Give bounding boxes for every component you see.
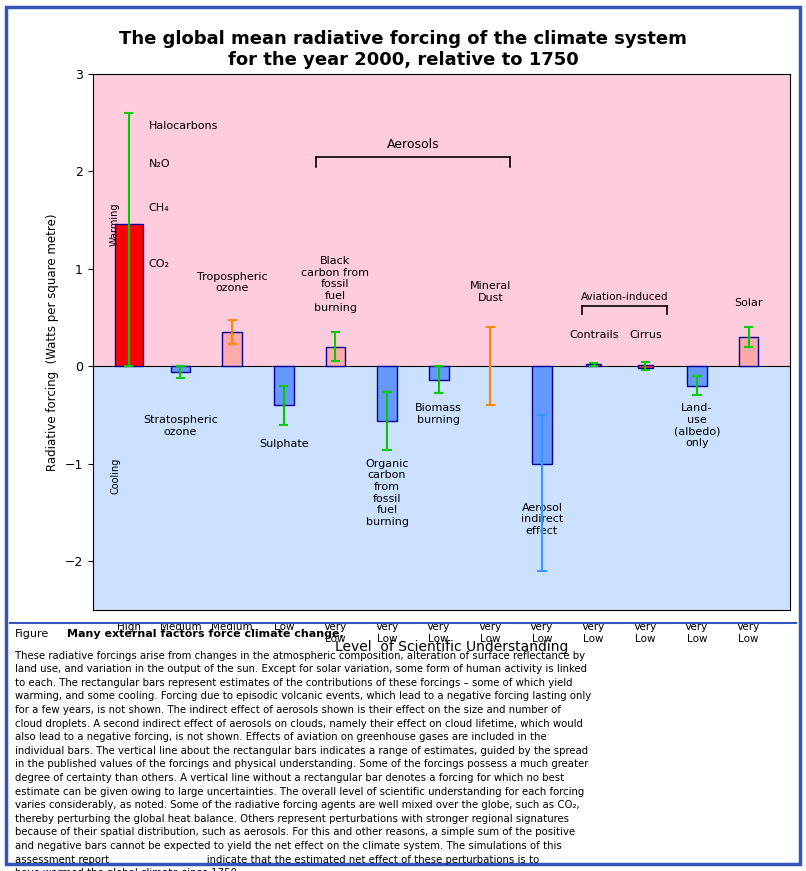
Text: Mineral
Dust: Mineral Dust: [470, 281, 511, 303]
Text: Stratospheric
ozone: Stratospheric ozone: [143, 415, 218, 436]
Text: Organic
carbon
from
fossil
fuel
burning: Organic carbon from fossil fuel burning: [365, 459, 409, 527]
Text: Sulphate: Sulphate: [259, 439, 309, 449]
Bar: [739, 337, 758, 366]
Text: Medium: Medium: [211, 623, 253, 632]
Text: Tropospheric
ozone: Tropospheric ozone: [197, 272, 268, 294]
Bar: [114, 224, 143, 366]
Bar: [93, 366, 790, 610]
Text: Solar: Solar: [734, 298, 762, 307]
Text: Very
Low: Very Low: [530, 623, 554, 644]
Text: CO₂: CO₂: [148, 259, 169, 269]
Text: Very
Low: Very Low: [634, 623, 657, 644]
Text: Aviation-induced: Aviation-induced: [581, 292, 668, 302]
Text: Very
Low: Very Low: [376, 623, 399, 644]
Text: Cirrus: Cirrus: [629, 330, 662, 340]
Text: N₂O: N₂O: [148, 159, 170, 169]
Text: Cooling: Cooling: [110, 457, 120, 494]
Bar: [326, 347, 345, 366]
Bar: [274, 366, 293, 405]
Bar: [222, 332, 242, 366]
Text: Contrails: Contrails: [569, 330, 618, 340]
Bar: [93, 74, 790, 366]
Text: Level  of Scientific Understanding: Level of Scientific Understanding: [334, 640, 568, 654]
Bar: [171, 366, 190, 372]
Text: Very
Low: Very Low: [737, 623, 760, 644]
Text: Very
Low: Very Low: [324, 623, 347, 644]
Text: Medium: Medium: [160, 623, 202, 632]
Text: These radiative forcings arise from changes in the atmospheric composition, alte: These radiative forcings arise from chan…: [15, 651, 591, 871]
Text: The global mean radiative forcing of the climate system
for the year 2000, relat: The global mean radiative forcing of the…: [119, 30, 687, 70]
Bar: [429, 366, 448, 380]
Text: Halocarbons: Halocarbons: [148, 121, 218, 131]
Bar: [587, 364, 600, 366]
Text: Very
Low: Very Low: [427, 623, 451, 644]
Text: Very
Low: Very Low: [582, 623, 605, 644]
Text: Aerosols: Aerosols: [387, 138, 439, 151]
Text: Aerosol
indirect
effect: Aerosol indirect effect: [521, 503, 563, 536]
Text: Many external factors force climate change.: Many external factors force climate chan…: [67, 629, 343, 638]
Text: Low: Low: [273, 623, 294, 632]
Bar: [377, 366, 397, 421]
Y-axis label: Radiative forcing  (Watts per square metre): Radiative forcing (Watts per square metr…: [46, 213, 59, 470]
Text: Very
Low: Very Low: [479, 623, 502, 644]
Text: Land-
use
(albedo)
only: Land- use (albedo) only: [674, 403, 721, 448]
Bar: [532, 366, 552, 463]
Text: Figure: Figure: [15, 629, 48, 638]
Bar: [687, 366, 707, 386]
Bar: [638, 364, 653, 368]
Text: Warming: Warming: [110, 202, 120, 246]
Text: CH₄: CH₄: [148, 204, 169, 213]
Text: Biomass
burning: Biomass burning: [415, 403, 462, 425]
Text: Black
carbon from
fossil
fuel
burning: Black carbon from fossil fuel burning: [301, 256, 369, 313]
Text: Very
Low: Very Low: [685, 623, 708, 644]
Text: High: High: [117, 623, 141, 632]
